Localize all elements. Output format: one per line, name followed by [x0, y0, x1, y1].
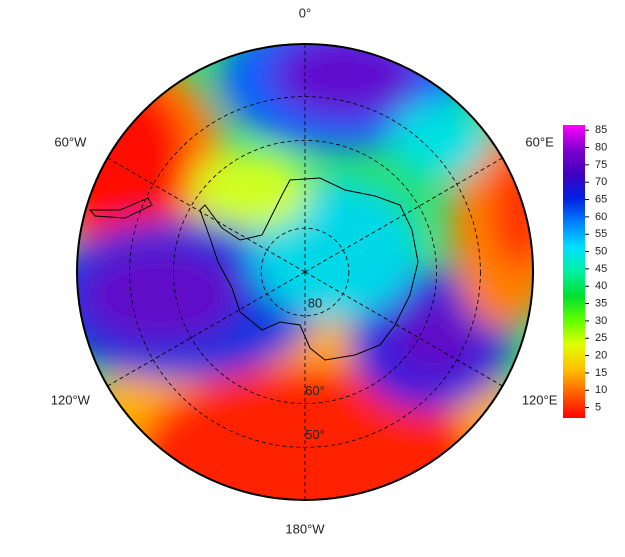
- colorbar-label: 50: [595, 245, 607, 257]
- colorbar-label: 25: [595, 332, 607, 344]
- field: [77, 44, 533, 500]
- colorbar-label: 5: [595, 402, 601, 414]
- lon-label: 120°E: [522, 392, 558, 407]
- lon-label: 180°W: [285, 521, 325, 536]
- colorbar-label: 85: [595, 124, 607, 136]
- colorbar-label: 75: [595, 159, 607, 171]
- parallel: [260, 227, 350, 317]
- colorbar-label: 55: [595, 228, 607, 240]
- meridian: [107, 157, 306, 273]
- meridian: [107, 271, 306, 387]
- colorbar: [563, 125, 585, 418]
- graticule: [107, 44, 503, 500]
- lon-label: 120°W: [51, 392, 91, 407]
- colorbar-label: 60: [595, 211, 607, 223]
- lon-label: 60°W: [54, 134, 87, 149]
- colorbar-label: 30: [595, 315, 607, 327]
- colorbar-label: 70: [595, 176, 607, 188]
- coastline: [88, 177, 419, 361]
- meridian: [304, 271, 503, 387]
- colorbar-label: 80: [595, 141, 607, 153]
- meridian: [304, 157, 503, 273]
- lat-label: 80: [308, 295, 322, 310]
- colorbar-label: 40: [595, 280, 607, 292]
- map-border: [76, 43, 534, 501]
- colorbar-label: 15: [595, 367, 607, 379]
- colorbar-label: 45: [595, 263, 607, 275]
- colorbar-ticks: 5 10 15 20 25 30 35 40 45 50 55 60 65 70 75 80 85: [585, 124, 607, 414]
- colorbar-label: 35: [595, 297, 607, 309]
- colorbar-label: 65: [595, 193, 607, 205]
- colorbar-label: 10: [595, 384, 607, 396]
- lat-label: 50°: [305, 427, 325, 442]
- colorbar-label: 20: [595, 349, 607, 361]
- parallel: [173, 140, 437, 404]
- lon-label: 0°: [299, 5, 311, 20]
- lon-label: 60°E: [525, 134, 554, 149]
- lat-label: 60°: [305, 383, 325, 398]
- parallel: [129, 96, 481, 448]
